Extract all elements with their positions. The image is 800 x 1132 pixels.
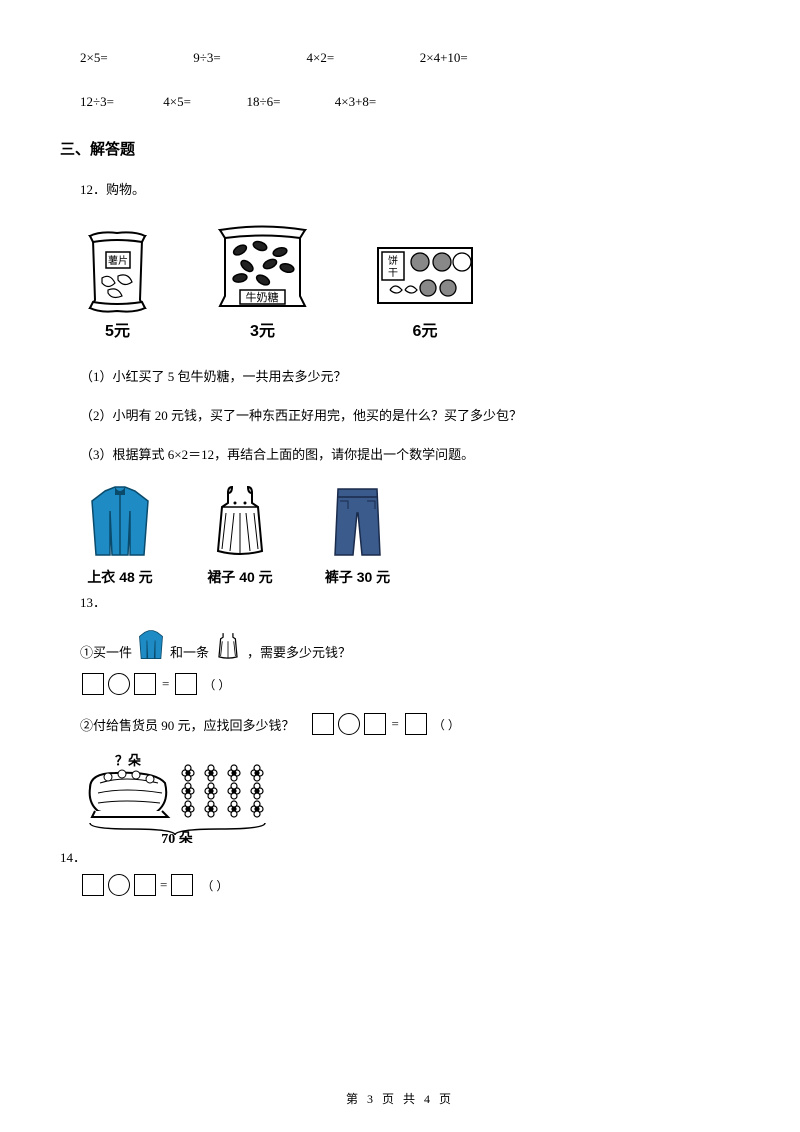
svg-text:饼: 饼 [388, 254, 398, 267]
q14-eq: = （ ） [80, 874, 720, 896]
svg-text:？朵: ？朵 [115, 753, 141, 768]
answer-box[interactable] [134, 874, 156, 896]
product-candy: 牛奶糖 3元 [205, 218, 320, 341]
q12-part1: （1）小红买了 5 包牛奶糖，一共用去多少元？ [80, 366, 720, 385]
eq: 4×5= [163, 94, 243, 110]
cloth-skirt: 裙子 40 元 [200, 483, 280, 587]
eq: 18÷6= [247, 94, 332, 110]
text: ，需要多少元钱？ [247, 642, 351, 661]
answer-box[interactable] [134, 673, 156, 695]
answer-box[interactable] [82, 874, 104, 896]
unit-paren: （ ） [433, 716, 460, 733]
eq: 2×5= [80, 50, 190, 66]
q14-figure: ？朵 70 朵 [80, 753, 720, 847]
answer-box[interactable] [171, 874, 193, 896]
section-3-title: 三、解答题 [60, 138, 720, 159]
svg-text:干: 干 [388, 268, 398, 279]
equals: = [160, 877, 167, 893]
eq: 4×3+8= [335, 94, 377, 110]
q13-number: 13． [80, 592, 106, 611]
operator-circle[interactable] [108, 874, 130, 896]
page-footer: 第 3 页 共 4 页 [0, 1090, 800, 1107]
svg-text:薯片: 薯片 [108, 254, 128, 267]
q12-number: 12．购物。 [80, 179, 720, 198]
q13-sub2-text: ②付给售货员 90 元，应找回多少钱？ [80, 715, 295, 734]
cookie-icon: 饼 干 [370, 238, 480, 313]
chips-icon: 薯片 [80, 228, 155, 313]
skirt-label: 裙子 40 元 [200, 567, 280, 587]
cloth-pants: 裤子 30 元 [320, 483, 395, 587]
operator-circle[interactable] [108, 673, 130, 695]
equals: = [392, 716, 399, 732]
equation-row-2: 12÷3= 4×5= 18÷6= 4×3+8= [80, 94, 720, 110]
pants-label: 裤子 30 元 [320, 567, 395, 587]
q13-eq1: = （ ） [80, 673, 720, 695]
q12-part3: （3）根据算式 6×2＝12，再结合上面的图，请你提出一个数学问题。 [80, 444, 720, 463]
unit-paren: （ ） [201, 877, 228, 894]
chips-price: 5元 [80, 317, 155, 341]
eq: 9÷3= [193, 50, 303, 66]
eq: 12÷3= [80, 94, 160, 110]
q12-part2: （2）小明有 20 元钱，买了一种东西正好用完，他买的是什么？买了多少包？ [80, 405, 720, 424]
answer-box[interactable] [364, 713, 386, 735]
product-row: 薯片 5元 牛奶糖 [80, 218, 720, 341]
q14-number: 14． [60, 850, 86, 865]
text: 和一条 [170, 642, 209, 661]
cloth-jacket: 上衣 48 元 [80, 483, 160, 587]
product-chips: 薯片 5元 [80, 228, 155, 341]
cookie-price: 6元 [370, 317, 480, 341]
jacket-label: 上衣 48 元 [80, 567, 160, 587]
candy-icon: 牛奶糖 [205, 218, 320, 313]
pants-icon [320, 483, 395, 561]
answer-box[interactable] [175, 673, 197, 695]
equals: = [162, 676, 169, 692]
q13-sub2-row: ②付给售货员 90 元，应找回多少钱？ = （ ） [80, 713, 720, 735]
svg-text:70 朵: 70 朵 [161, 831, 194, 843]
eq: 4×2= [307, 50, 417, 66]
eq: 2×4+10= [420, 50, 468, 66]
product-cookie: 饼 干 6元 [370, 238, 480, 341]
answer-box[interactable] [312, 713, 334, 735]
answer-box[interactable] [405, 713, 427, 735]
q13-sub1: ①买一件 和一条 ，需要多少元钱？ [80, 629, 720, 661]
text: ①买一件 [80, 642, 132, 661]
unit-paren: （ ） [203, 676, 230, 693]
jacket-icon [80, 483, 160, 561]
svg-text:牛奶糖: 牛奶糖 [246, 290, 279, 304]
skirt-small-icon [211, 629, 245, 661]
answer-box[interactable] [82, 673, 104, 695]
equation-row-1: 2×5= 9÷3= 4×2= 2×4+10= [80, 50, 720, 66]
operator-circle[interactable] [338, 713, 360, 735]
skirt-icon [200, 483, 280, 561]
clothes-row: 上衣 48 元 裙子 40 元 裤子 30 元 [80, 483, 720, 587]
jacket-small-icon [134, 629, 168, 661]
candy-price: 3元 [205, 317, 320, 341]
